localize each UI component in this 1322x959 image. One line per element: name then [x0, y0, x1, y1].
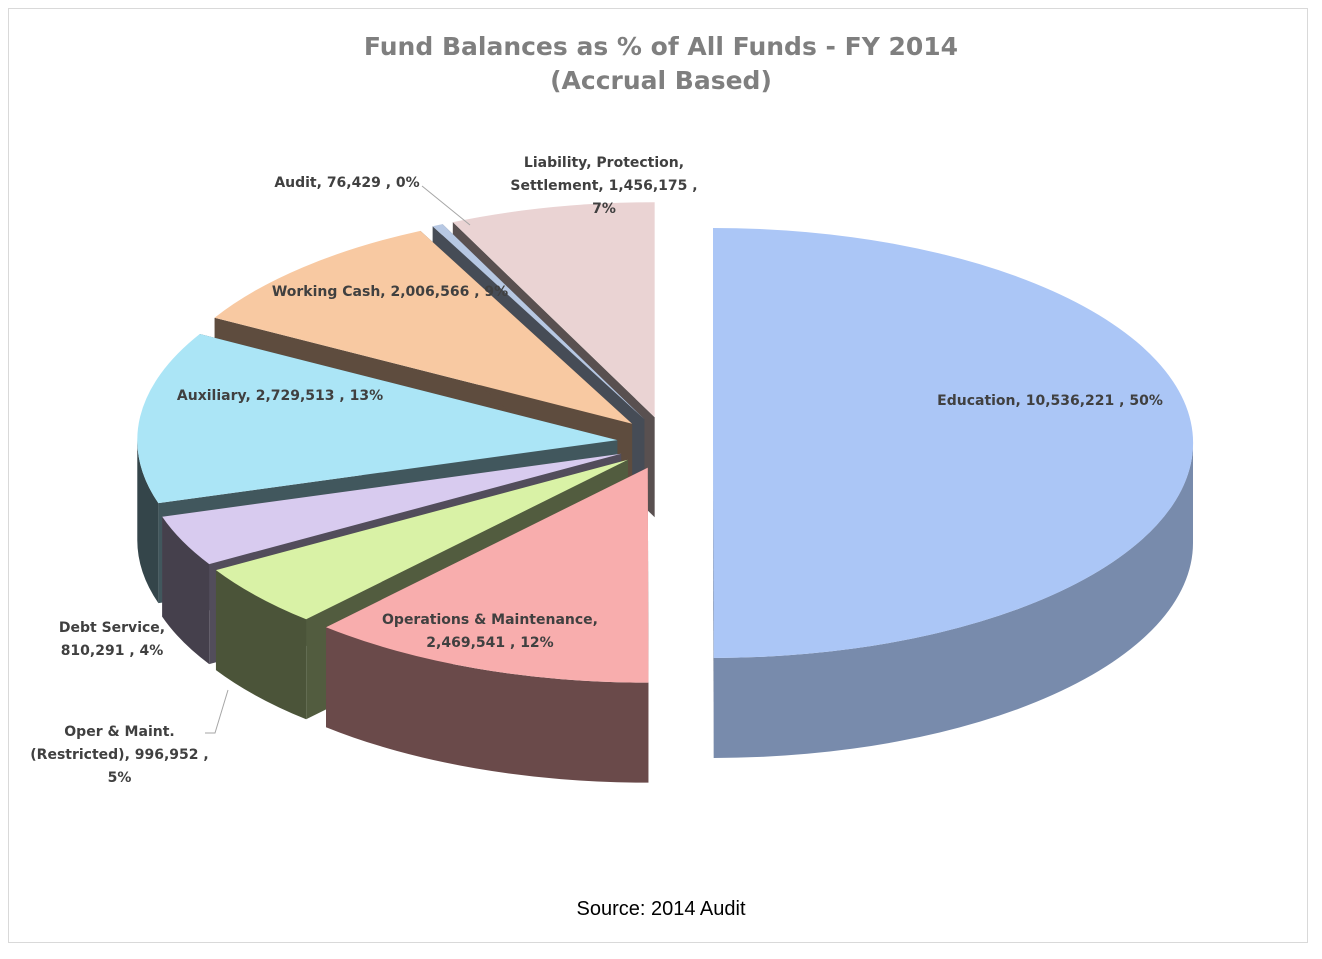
data-label: Audit, 76,429 , 0% [274, 175, 420, 191]
data-label: Liability, Protection, Settlement, 1,456… [510, 155, 698, 217]
data-label: Operations & Maintenance, 2,469,541 , 12… [382, 612, 598, 651]
chart-frame [8, 8, 1308, 943]
slice [713, 227, 1194, 658]
slices [137, 202, 1194, 783]
data-label: Education, 10,536,221 , 50% [937, 393, 1163, 409]
data-label: Debt Service, 810,291 , 4% [58, 620, 166, 659]
slice [432, 224, 645, 420]
slice [326, 467, 649, 683]
slice-side [713, 442, 1193, 758]
slice-wall [713, 442, 714, 758]
leader-line [421, 185, 471, 226]
chart-subtitle: (Accrual Based) [550, 66, 772, 95]
data-label: Auxiliary, 2,729,513 , 13% [176, 388, 384, 404]
leader-line [205, 689, 229, 734]
slice [137, 334, 618, 504]
slice [215, 459, 628, 620]
slice-side [137, 440, 159, 604]
slice [162, 453, 622, 565]
slice-side [162, 516, 210, 665]
source-note: Source: 2014 Audit [576, 898, 746, 920]
data-label: Oper & Maint. (Restricted), 996,952 , 5% [30, 724, 209, 786]
slice-side [326, 627, 649, 783]
slice [214, 230, 633, 424]
chart-title: Fund Balances as % of All Funds - FY 201… [363, 32, 959, 61]
slice [452, 202, 655, 418]
data-label: Working Cash, 2,006,566 , 9% [271, 284, 509, 300]
slice-side [215, 570, 307, 720]
slice-wall [215, 459, 628, 671]
